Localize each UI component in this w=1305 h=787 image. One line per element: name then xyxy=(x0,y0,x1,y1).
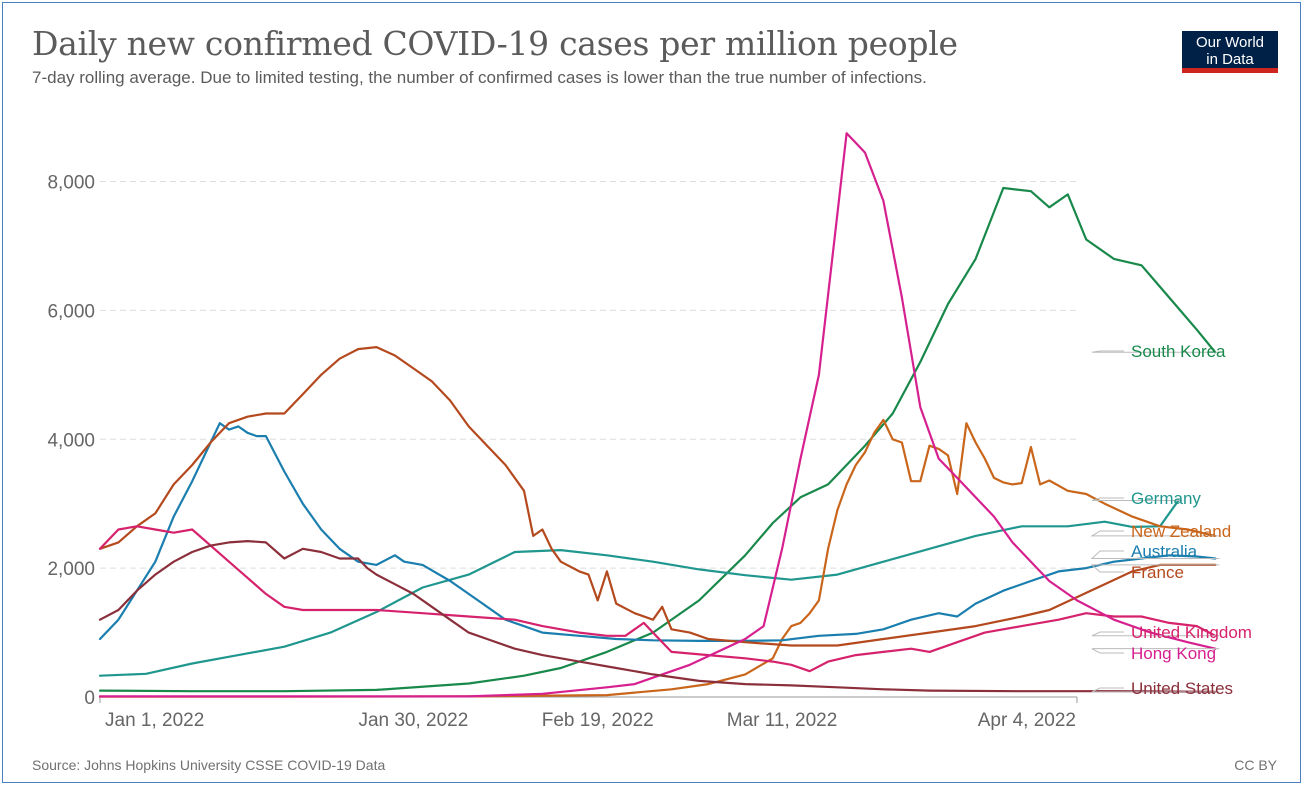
series-label[interactable]: Germany xyxy=(1131,489,1201,508)
chart-subtitle: 7-day rolling average. Due to limited te… xyxy=(32,68,927,87)
y-axis: 0 2,000 4,000 6,000 8,000 xyxy=(47,173,95,709)
series-label[interactable]: France xyxy=(1131,563,1184,582)
x-tick-label: Jan 30, 2022 xyxy=(358,710,468,731)
gridlines xyxy=(100,181,1077,569)
owid-logo[interactable]: Our World in Data xyxy=(1182,31,1278,73)
source-note: Source: Johns Hopkins University CSSE CO… xyxy=(32,757,386,773)
label-connector xyxy=(1091,687,1220,693)
series-label[interactable]: Australia xyxy=(1131,542,1198,561)
series-line[interactable] xyxy=(98,539,1217,693)
series-line[interactable] xyxy=(98,186,1217,693)
x-tick-label: Apr 4, 2022 xyxy=(978,710,1076,731)
label-connector xyxy=(1091,350,1220,353)
series-label[interactable]: Hong Kong xyxy=(1131,644,1216,663)
series-label[interactable]: South Korea xyxy=(1131,342,1226,361)
series-label[interactable]: United Kingdom xyxy=(1131,623,1252,642)
chart-title: Daily new confirmed COVID-19 cases per m… xyxy=(32,24,958,63)
logo-line-2: in Data xyxy=(1206,51,1254,68)
label-connector xyxy=(1090,564,1220,573)
logo-line-1: Our World xyxy=(1195,34,1265,51)
y-tick-label: 8,000 xyxy=(47,173,95,194)
label-connector xyxy=(1091,648,1220,654)
label-connector xyxy=(1090,550,1220,559)
x-tick-label: Jan 1, 2022 xyxy=(105,710,204,731)
series-line[interactable] xyxy=(98,525,1217,673)
label-connector xyxy=(1091,631,1220,637)
license-link[interactable]: CC BY xyxy=(1234,757,1277,773)
series-line[interactable] xyxy=(98,499,1180,677)
label-connector xyxy=(1090,530,1220,537)
x-tick-label: Mar 11, 2022 xyxy=(727,710,838,731)
series-label[interactable]: New Zealand xyxy=(1131,522,1231,541)
y-tick-label: 2,000 xyxy=(47,559,95,580)
x-axis: Jan 1, 2022 Jan 30, 2022 Feb 19, 2022 Mar 1… xyxy=(99,696,1078,731)
series-label[interactable]: United States xyxy=(1131,679,1233,698)
y-tick-label: 0 xyxy=(84,688,95,709)
y-tick-label: 4,000 xyxy=(47,430,95,451)
y-tick-label: 6,000 xyxy=(47,301,95,322)
series-line[interactable] xyxy=(98,418,1217,698)
x-tick-label: Feb 19, 2022 xyxy=(542,710,654,731)
series-lines xyxy=(98,132,1217,698)
label-connector xyxy=(1091,497,1183,501)
series-line[interactable] xyxy=(98,422,1217,643)
series-line[interactable] xyxy=(98,346,1217,647)
series-line[interactable] xyxy=(98,132,1217,698)
